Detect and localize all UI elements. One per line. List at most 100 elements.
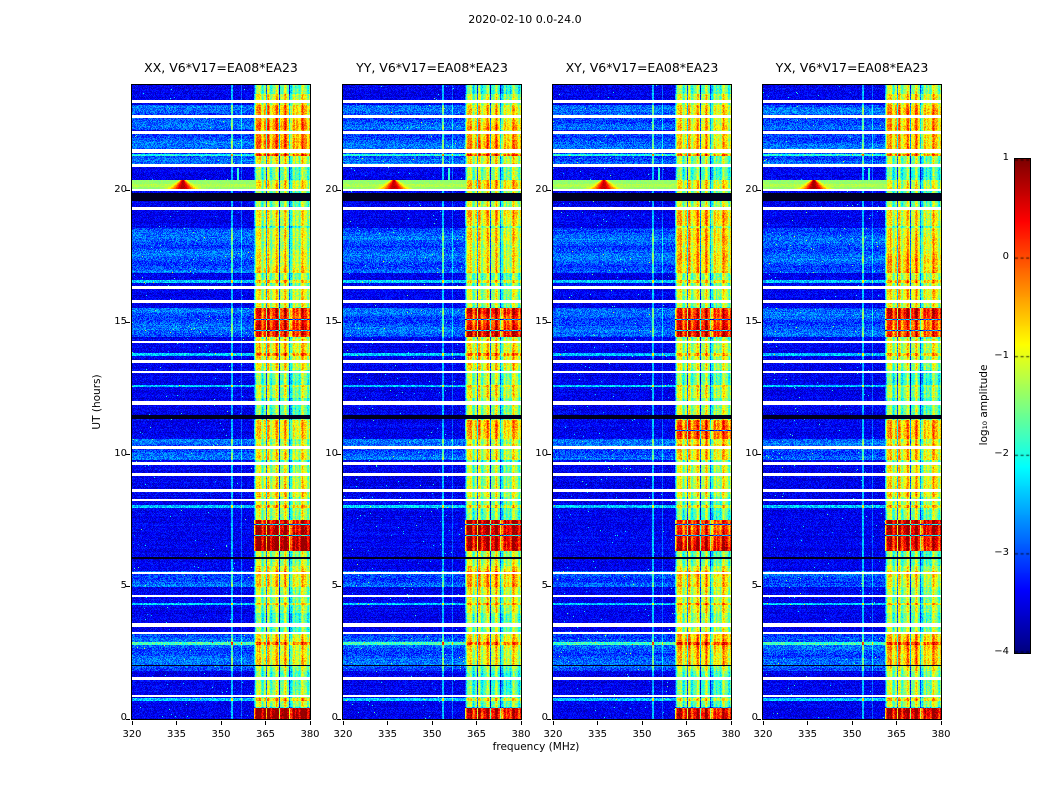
panel-title-xy: XY, V6*V17=EA08*EA23 (565, 60, 719, 75)
y-tick (757, 586, 761, 588)
spectrogram-canvas-yx (763, 85, 941, 719)
y-tick (126, 454, 130, 456)
y-tick (126, 322, 130, 324)
x-tick-label: 335 (377, 729, 398, 740)
y-tick (547, 190, 551, 192)
y-tick (757, 322, 761, 324)
x-tick (641, 721, 643, 725)
y-tick-label: 10 (325, 447, 338, 459)
y-tick (337, 190, 341, 192)
colorbar-tick-label: 0 (1002, 250, 1009, 262)
colorbar-tick-label: 1 (1002, 152, 1009, 163)
panel-title-yx: YX, V6*V17=EA08*EA23 (775, 60, 929, 75)
y-tick (757, 190, 761, 192)
y-tick (126, 190, 130, 192)
spectrogram-canvas-yy (343, 85, 521, 719)
y-axis-label: UT (hours) (91, 374, 103, 430)
x-tick-label: 380 (721, 729, 741, 740)
x-tick-label: 380 (931, 729, 951, 740)
y-tick (337, 586, 341, 588)
y-tick-label: 5 (331, 579, 338, 591)
x-tick-label: 365 (676, 729, 697, 740)
y-tick (547, 718, 551, 720)
y-tick-label: 20 (535, 183, 548, 195)
y-tick (126, 586, 130, 588)
x-tick (176, 721, 177, 725)
x-tick-label: 335 (166, 729, 187, 740)
panel-title-xx: XX, V6*V17=EA08*EA23 (144, 60, 298, 75)
spectrogram-panel-xy: XY, V6*V17=EA08*EA23 320 335 350 365 380 0 5 10… (535, 60, 740, 740)
colorbar-gradient (1015, 159, 1030, 653)
y-tick (337, 718, 341, 720)
y-tick-label: 10 (114, 447, 127, 459)
y-tick-label: 0 (751, 712, 758, 723)
y-tick-label: 15 (745, 315, 758, 327)
x-tick (730, 721, 732, 725)
colorbar-tick-label: −3 (994, 547, 1009, 559)
x-tick (807, 721, 808, 725)
y-tick-label: 15 (535, 315, 548, 327)
spectrogram-panel-yx: YX, V6*V17=EA08*EA23 320 335 350 365 380 0 5 10… (745, 60, 950, 740)
x-tick-label: 350 (632, 729, 652, 740)
x-tick (896, 721, 897, 725)
x-tick (851, 721, 853, 725)
y-tick (337, 322, 341, 324)
y-tick (337, 454, 341, 456)
x-tick (597, 721, 598, 725)
x-tick (520, 721, 522, 725)
x-tick (387, 721, 388, 725)
y-tick-label: 20 (114, 183, 127, 195)
x-tick-label: 335 (797, 729, 818, 740)
y-tick-label: 20 (745, 183, 758, 195)
x-tick (940, 721, 942, 725)
y-tick (757, 718, 761, 720)
y-tick-label: 5 (120, 579, 127, 591)
y-tick-label: 15 (114, 315, 127, 327)
panel-title-yy: YY, V6*V17=EA08*EA23 (356, 60, 508, 75)
x-tick (552, 721, 554, 725)
x-tick (476, 721, 477, 725)
y-tick-label: 10 (745, 447, 758, 459)
x-tick-label: 365 (466, 729, 487, 740)
y-tick (126, 718, 130, 720)
x-tick (131, 721, 133, 725)
x-tick-label: 320 (543, 729, 563, 740)
colorbar: 1 0 −1 −2 −3 −4 (994, 152, 1031, 657)
x-tick (265, 721, 266, 725)
colorbar-tick-label: −1 (994, 349, 1009, 361)
x-tick-label: 365 (886, 729, 907, 740)
spectrogram-canvas-xx (132, 85, 310, 719)
y-tick-label: 0 (120, 712, 127, 723)
spectrogram-panel-xx: XX, V6*V17=EA08*EA23 320 335 350 365 380 0 5 10… (114, 60, 319, 740)
y-tick (547, 322, 551, 324)
y-tick-label: 10 (535, 447, 548, 459)
x-tick-label: 350 (211, 729, 231, 740)
spectrogram-panel-yy: YY, V6*V17=EA08*EA23 320 335 350 365 380 0 5 10… (325, 60, 530, 740)
x-tick (686, 721, 687, 725)
x-tick (342, 721, 344, 725)
y-tick (547, 586, 551, 588)
y-tick-label: 20 (325, 183, 338, 195)
colorbar-label: log₁₀ amplitude (978, 364, 990, 446)
x-tick-label: 365 (255, 729, 276, 740)
x-tick-label: 320 (333, 729, 353, 740)
y-tick-label: 15 (325, 315, 338, 327)
x-tick (220, 721, 222, 725)
x-tick-label: 320 (753, 729, 773, 740)
y-tick (757, 454, 761, 456)
colorbar-tick-label: −4 (994, 646, 1009, 657)
x-tick (431, 721, 433, 725)
y-tick-label: 5 (751, 579, 758, 591)
y-tick-label: 0 (331, 712, 338, 723)
figure-title: 2020-02-10 0.0-24.0 (468, 13, 582, 26)
x-tick-label: 380 (300, 729, 320, 740)
spectrogram-canvas-xy (553, 85, 731, 719)
x-tick (309, 721, 311, 725)
y-tick (547, 454, 551, 456)
colorbar-tick-label: −2 (994, 448, 1009, 460)
x-tick-label: 350 (842, 729, 862, 740)
x-tick (762, 721, 764, 725)
x-axis-label: frequency (MHz) (492, 741, 580, 753)
y-tick-label: 0 (541, 712, 548, 723)
